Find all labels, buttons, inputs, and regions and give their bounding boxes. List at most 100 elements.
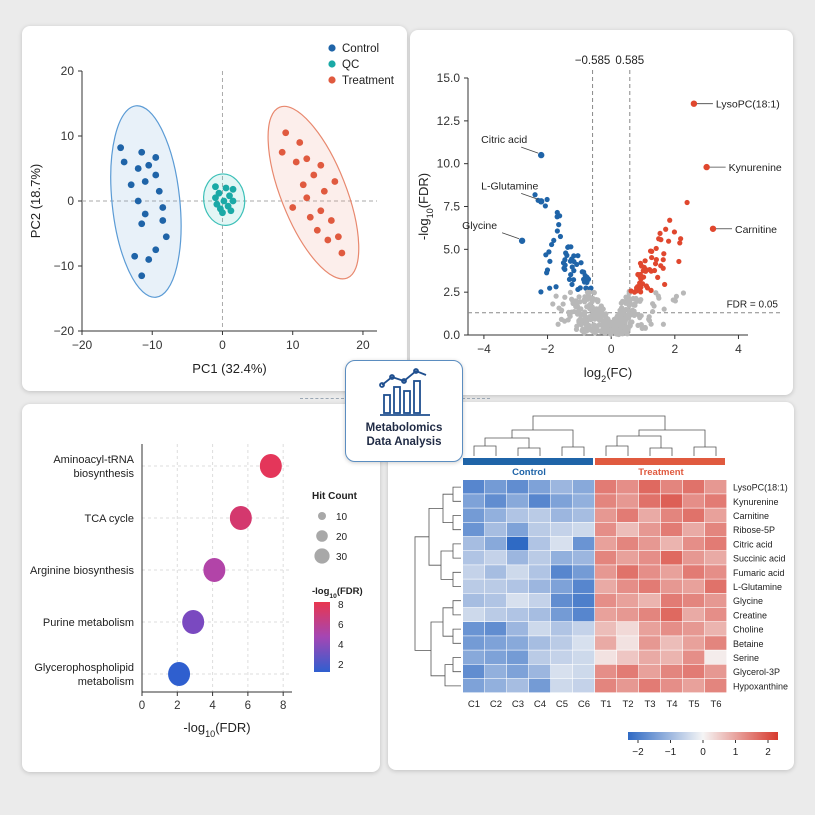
dendrogram-branch	[511, 429, 574, 447]
heatmap-cell	[485, 607, 507, 622]
heatmap-cell	[661, 536, 683, 551]
row-label: LysoPC(18:1)	[733, 483, 788, 493]
point-not-significant	[591, 290, 597, 296]
pathway-panel: 0 2 4 6 8 -log10(FDR) Aminoacyl-tRNA biosynthes…	[22, 404, 380, 772]
legend-marker-qc	[328, 60, 336, 68]
category-label: TCA cycle	[84, 513, 134, 525]
point-up-regulated	[637, 260, 644, 266]
labeled-point	[709, 225, 717, 232]
point-up-regulated	[642, 258, 648, 264]
point-not-significant	[585, 293, 591, 299]
heatmap-cell	[595, 522, 617, 537]
x-axis-label: -log10(FDR)	[183, 720, 250, 739]
point-not-significant	[558, 316, 565, 322]
heatmap-cell	[573, 622, 595, 636]
row-label: Citric acid	[733, 539, 773, 549]
point-not-significant	[592, 327, 598, 334]
heatmap-cell	[705, 664, 727, 679]
heatmap-cell	[683, 650, 705, 664]
labeled-point	[703, 163, 710, 171]
point-down-regulated	[569, 264, 575, 270]
data-point-control	[131, 252, 139, 260]
heatmap-cell	[529, 607, 551, 622]
heatmap-cell	[551, 508, 573, 522]
point-down-regulated	[571, 253, 577, 259]
heatmap-cell	[683, 636, 705, 650]
heatmap-cell	[683, 522, 705, 537]
point-down-regulated	[538, 289, 544, 295]
heatmap-cell	[507, 508, 529, 522]
point-up-regulated	[643, 268, 649, 274]
heatmap-cell	[573, 636, 595, 650]
color-legend-title: -log10(FDR)	[312, 586, 363, 600]
point-up-regulated	[660, 265, 666, 271]
heatmap-cell	[639, 565, 661, 579]
heatmap-cell	[507, 551, 529, 565]
data-point-treatment	[303, 194, 311, 202]
heatmap-cell	[683, 508, 705, 522]
point-not-significant	[680, 290, 687, 296]
heatmap-cell	[529, 678, 551, 693]
colorbar-tick-label: −1	[665, 747, 677, 758]
volcano-chart: −4 −2 0 2 4 0.0 2.5 5.0 7.5 10.0 12.5 15.0 log2(FC) -…	[416, 55, 782, 384]
data-point-treatment	[303, 155, 311, 163]
data-point-treatment	[338, 249, 346, 257]
x-axis-label: PC1 (32.4%)	[192, 361, 266, 376]
data-point-qc	[212, 183, 219, 191]
x-axis-label: log2(FC)	[584, 365, 632, 384]
y-axis-label: PC2 (18.7%)	[28, 164, 43, 238]
row-label: L-Glutamine	[733, 582, 782, 592]
connector-right	[462, 398, 490, 399]
heatmap-cell	[639, 551, 661, 565]
dendrogram-branch	[452, 515, 461, 531]
column-dendrogram	[473, 415, 717, 456]
heatmap-cell	[705, 622, 727, 636]
heatmap-cell	[639, 607, 661, 622]
confidence-ellipse-control	[110, 105, 182, 298]
heatmap-cell	[551, 536, 573, 551]
point-up-regulated	[648, 268, 654, 274]
heatmap-cell	[705, 650, 727, 664]
heatmap-cell	[639, 480, 661, 494]
point-label: L-Glutamine	[481, 180, 538, 192]
dendrogram-branch	[414, 536, 431, 651]
data-point-treatment	[292, 158, 300, 166]
heatmap-cell	[485, 678, 507, 693]
size-legend-label: 10	[336, 512, 348, 523]
heatmap-cell	[551, 551, 573, 565]
data-point-control	[159, 204, 167, 211]
heatmap-cell	[639, 636, 661, 650]
row-label: Carnitine	[733, 511, 769, 521]
colorbar-tick-label: 2	[765, 747, 771, 758]
heatmap-cell	[683, 536, 705, 551]
point-not-significant	[646, 314, 652, 320]
point-down-regulated	[553, 284, 559, 290]
data-point-control	[127, 181, 135, 189]
heatmap-cell	[529, 650, 551, 664]
point-label: Kynurenine	[729, 162, 782, 174]
data-point-treatment	[289, 204, 297, 211]
enrichment-point	[229, 506, 252, 530]
heatmap-cell	[617, 494, 639, 508]
connector-left	[300, 398, 344, 399]
heatmap-cell	[573, 480, 595, 494]
y-tick-label: 7.5	[443, 200, 460, 214]
color-legend-bar	[314, 602, 330, 672]
heatmap-cell	[595, 636, 617, 650]
point-down-regulated	[571, 258, 577, 265]
heatmap-cell	[551, 678, 573, 693]
y-tick-label: 2.5	[443, 285, 460, 299]
heatmap-cell	[705, 522, 727, 537]
data-point-control	[152, 154, 160, 161]
column-label: C4	[534, 699, 546, 710]
pca-panel: −20 −10 0 10 20 −20 −10 0 10 20 PC1 (32.4%) PC2 (18…	[22, 26, 407, 391]
point-up-regulated	[676, 258, 682, 265]
heatmap-cell	[595, 565, 617, 579]
point-not-significant	[673, 293, 680, 299]
point-up-regulated	[678, 236, 684, 242]
data-point-control	[159, 217, 167, 224]
heatmap-cell	[573, 536, 595, 551]
heatmap-cell	[507, 565, 529, 579]
data-point-control	[134, 197, 142, 205]
point-up-regulated	[660, 257, 666, 263]
